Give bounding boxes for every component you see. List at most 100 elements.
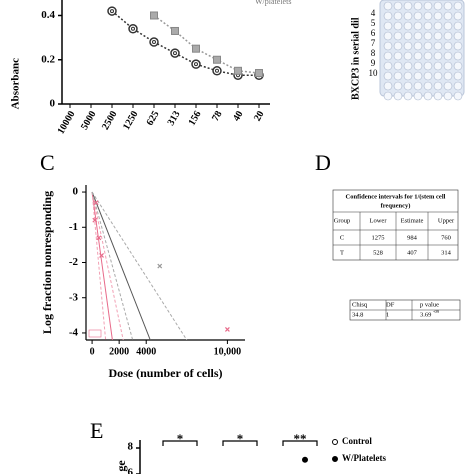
y-tick-label: 0 [73, 186, 79, 198]
well [443, 91, 453, 101]
point [99, 253, 104, 258]
well [393, 61, 403, 71]
y-tick-label: 6 [128, 467, 134, 474]
well [443, 71, 453, 81]
x-tick-label: 10,000 [214, 346, 242, 357]
row-number: 6 [371, 28, 376, 38]
table-cell: T [340, 249, 344, 256]
well [413, 51, 423, 61]
point [234, 66, 242, 75]
well [453, 1, 463, 11]
table-title: frequency) [381, 202, 411, 209]
point-inner [194, 62, 198, 67]
well [443, 61, 453, 71]
well [413, 61, 423, 71]
well [433, 71, 443, 81]
well [433, 1, 443, 11]
table-header: DF [386, 301, 395, 308]
table-cell: 528 [373, 249, 383, 256]
legend-marker [332, 456, 338, 462]
wells [383, 1, 463, 101]
table-cell: 984 [407, 234, 418, 241]
y-tick-label: -2 [69, 256, 79, 268]
legend-label: W/platelets [255, 0, 291, 6]
well [423, 91, 433, 101]
point [213, 55, 221, 64]
well [403, 11, 413, 21]
fit-line [91, 191, 151, 340]
x-tick-label: 4000 [136, 346, 156, 357]
well [443, 41, 453, 51]
well [433, 41, 443, 51]
well [403, 71, 413, 81]
point [191, 59, 201, 69]
well [453, 71, 463, 81]
x-axis-label: Dose (number of cells) [108, 366, 222, 380]
well [443, 51, 453, 61]
well [423, 21, 433, 31]
point-inner [173, 51, 177, 56]
bracket [222, 440, 258, 446]
table-cell: 407 [407, 249, 418, 256]
legend-label: W/Platelets [342, 453, 386, 463]
y-tick-label: 0.2 [41, 53, 55, 65]
fit-line [91, 191, 134, 340]
well [423, 11, 433, 21]
well [423, 71, 433, 81]
table-cell: C [340, 234, 344, 241]
y-axis-label: ge [114, 460, 128, 472]
well [443, 31, 453, 41]
table-cell: 1275 [372, 234, 385, 241]
point-inner [215, 68, 219, 73]
well [453, 31, 463, 41]
x-tick-label: 2000 [109, 346, 129, 357]
well [383, 21, 393, 31]
point [96, 235, 102, 241]
well [423, 31, 433, 41]
y-axis-label: Absorbanc [10, 58, 22, 109]
point [255, 69, 263, 78]
table-header: Lower [370, 217, 388, 224]
bracket [162, 440, 198, 446]
point [92, 217, 98, 223]
point [93, 200, 99, 206]
well [393, 11, 403, 21]
y-tick-label: -1 [69, 221, 78, 233]
fit-line [91, 191, 188, 340]
well [403, 31, 413, 41]
x-tick-label: 78 [210, 109, 225, 123]
point [192, 44, 200, 53]
well [413, 11, 423, 21]
row-number: 7 [371, 38, 376, 48]
plate-label: BXCP3 in serial dil [350, 17, 361, 100]
table-header: Estimate [401, 217, 424, 224]
well [383, 91, 393, 101]
well [413, 41, 423, 51]
table-header: Chisq [352, 301, 368, 308]
well [423, 1, 433, 11]
well [423, 81, 433, 91]
significance: * [177, 431, 184, 446]
point [149, 37, 159, 47]
panel-letter: E [90, 418, 103, 443]
table-cell: 3.69 [420, 311, 431, 318]
panel-letter: D [315, 150, 331, 175]
well [393, 1, 403, 11]
y-tick-label: 0.4 [41, 9, 55, 21]
well [403, 91, 413, 101]
well [453, 91, 463, 101]
well [413, 81, 423, 91]
point-inner [131, 26, 135, 31]
row-number: 10 [369, 68, 379, 78]
point-inner [110, 9, 114, 14]
legend-label: Control [342, 436, 372, 446]
panel-letter: C [40, 150, 55, 175]
well [383, 81, 393, 91]
well [433, 21, 443, 31]
well [403, 41, 413, 51]
well [393, 81, 403, 91]
point [128, 24, 138, 34]
table-header: Upper [438, 217, 455, 224]
significance: ** [294, 431, 307, 446]
well [453, 51, 463, 61]
